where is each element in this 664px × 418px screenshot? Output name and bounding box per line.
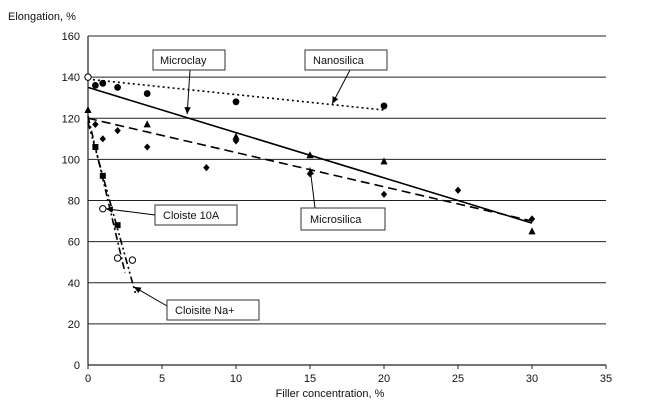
point-cloisite-na-2 [113, 254, 122, 262]
point-nanosilica-1 [92, 81, 99, 89]
point-microclay-5 [528, 227, 536, 235]
x-tick-label-35: 35 [600, 373, 612, 385]
y-tick-label-120: 120 [62, 113, 80, 125]
callout-cloiste-10a: Cloiste 10A [105, 204, 238, 226]
point-microsilica-4 [203, 164, 210, 172]
point-cloiste-10a-1 [99, 172, 106, 179]
axes [87, 36, 607, 369]
point-microsilica-1 [99, 135, 106, 143]
point-microsilica-3 [144, 143, 151, 151]
point-nanosilica-3 [114, 84, 121, 91]
x-tick-label-20: 20 [378, 373, 390, 385]
x-tick-label-10: 10 [230, 373, 242, 385]
point-cloiste-10a-2 [114, 222, 121, 229]
point-microsilica-9 [528, 215, 536, 223]
callout-label: Microclay [160, 55, 207, 67]
callout-label: Cloiste 10A [163, 210, 220, 222]
callout-box [300, 207, 386, 231]
point-microclay-0 [84, 106, 92, 114]
y-axis-label: Elongation, % [8, 11, 76, 23]
callout-label: Nanosilica [313, 55, 365, 67]
callout-box [154, 204, 238, 226]
x-tick-label-5: 5 [159, 373, 165, 385]
point-cloiste-10a-0 [92, 144, 99, 151]
callout-microclay: Microclay [152, 49, 226, 115]
x-tick-label-15: 15 [304, 373, 316, 385]
callout-label: Cloisite Na+ [175, 305, 235, 317]
callout-box [152, 49, 226, 71]
point-cloisite-na-1 [99, 205, 107, 213]
point-microclay-3 [306, 151, 314, 159]
x-tick-label-30: 30 [526, 373, 538, 385]
y-tick-label-20: 20 [68, 319, 80, 331]
x-tick-label-25: 25 [452, 373, 464, 385]
point-microclay-1 [143, 120, 151, 128]
callout-box [304, 49, 388, 71]
point-microsilica-5 [232, 137, 240, 145]
y-tick-label-100: 100 [62, 154, 80, 166]
grid-lines [88, 35, 606, 325]
tick-labels: 0 20 40 60 80 100 120 140 160 0 5 10 15 20 25 30 35 [62, 31, 612, 385]
callout-arrowhead [332, 96, 339, 104]
callouts: Microclay Nanosilica Cloiste 10A Microsilic… [105, 49, 388, 321]
callout-arrowhead [307, 167, 315, 175]
callout-nanosilica: Nanosilica [304, 49, 388, 105]
point-microsilica-8 [454, 186, 462, 194]
y-tick-label-60: 60 [68, 237, 80, 249]
point-microsilica-2 [114, 126, 121, 135]
callout-arrowhead [184, 106, 191, 115]
point-microclay-2 [232, 132, 240, 140]
point-nanosilica-2 [99, 79, 107, 87]
callout-label: Microsilica [310, 214, 362, 226]
x-axis-label: Filler concentration, % [276, 388, 385, 400]
y-tick-label-40: 40 [68, 278, 80, 290]
callout-arrowhead [105, 206, 114, 213]
callout-arrow-line [186, 69, 191, 115]
y-tick-label-0: 0 [74, 360, 80, 372]
y-tick-label-80: 80 [68, 196, 80, 208]
point-nanosilica-4 [143, 90, 151, 97]
callout-arrow-line [105, 208, 156, 216]
callout-box [166, 299, 260, 321]
point-cloisite-na-0 [84, 73, 92, 81]
y-tick-label-140: 140 [62, 72, 80, 84]
point-nanosilica-6 [380, 102, 388, 110]
x-tick-label-0: 0 [85, 373, 91, 385]
callout-arrowhead [133, 286, 142, 294]
point-microsilica-7 [380, 190, 388, 198]
callout-cloisite-na: Cloisite Na+ [133, 286, 260, 321]
point-nanosilica-5 [232, 98, 240, 106]
y-tick-label-160: 160 [62, 31, 80, 43]
point-microsilica-0 [92, 120, 99, 129]
callout-microsilica: Microsilica [300, 167, 386, 231]
point-cloisite-na-3 [128, 256, 137, 264]
point-microclay-4 [380, 157, 388, 165]
data-points [84, 73, 536, 264]
